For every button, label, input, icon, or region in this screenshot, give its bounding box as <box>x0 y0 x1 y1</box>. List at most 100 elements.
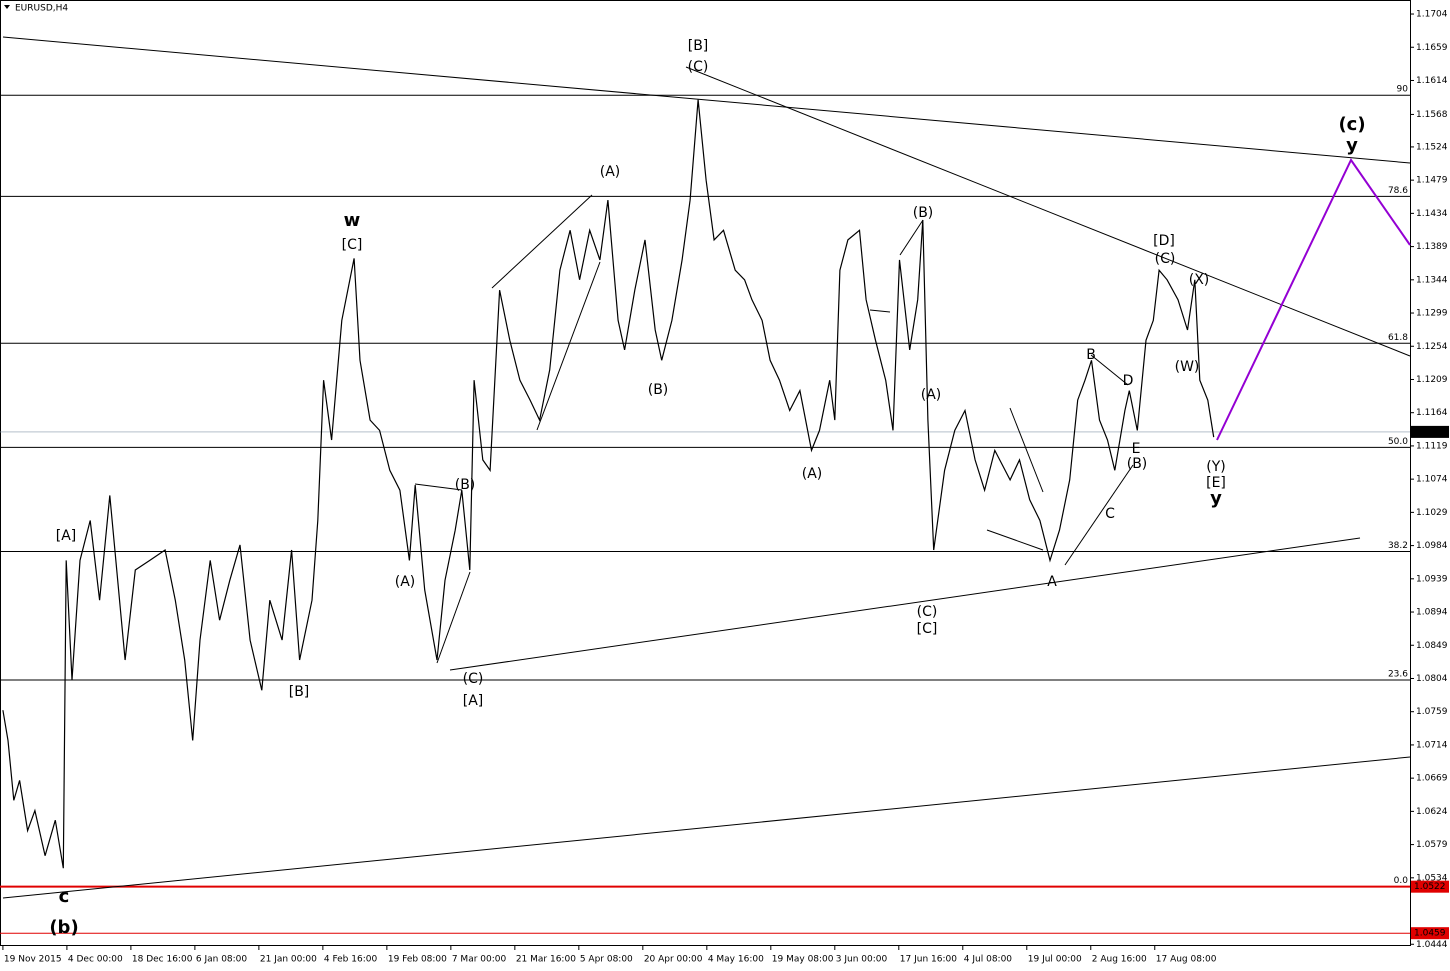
trendline <box>414 483 463 491</box>
fib-label: 78.6 <box>1388 186 1408 196</box>
trendline <box>1090 354 1129 386</box>
plot-area <box>0 0 1411 946</box>
y-tick-label: 1.1164 <box>1416 408 1448 418</box>
trendline <box>1064 464 1134 566</box>
x-tick-label: 19 Nov 2015 <box>4 955 62 965</box>
price-box <box>1411 880 1449 893</box>
y-tick-label: 1.1434 <box>1416 209 1448 219</box>
wave-label: c <box>59 886 70 907</box>
x-tick-label: 17 Aug 08:00 <box>1156 955 1217 965</box>
wave-label: (Y) <box>1206 459 1225 475</box>
price-line-series <box>2 99 1215 869</box>
wave-label: y <box>1210 488 1222 509</box>
trendline <box>491 194 593 289</box>
y-tick-label: 1.1299 <box>1416 309 1448 319</box>
fib-label: 38.2 <box>1388 541 1408 551</box>
x-tick-label: 2 Aug 16:00 <box>1092 955 1147 965</box>
y-tick-label: 1.1074 <box>1416 475 1448 485</box>
x-tick-label: 3 Jun 00:00 <box>836 955 888 965</box>
price-box-label: 1.1138 <box>1414 427 1446 437</box>
wave-label: (A) <box>395 574 416 590</box>
price-box-label: 1.0522 <box>1414 882 1446 892</box>
x-tick-label: 19 May 08:00 <box>772 955 834 965</box>
wave-label: [D] <box>1153 233 1175 249</box>
wave-label: [A] <box>463 693 484 709</box>
y-tick-label: 1.1389 <box>1416 242 1448 252</box>
y-tick-label: 1.0534 <box>1416 873 1448 883</box>
x-tick-label: 7 Mar 00:00 <box>452 955 507 965</box>
y-tick-label: 1.1524 <box>1416 142 1448 152</box>
x-tick-label: 21 Jan 00:00 <box>260 955 317 965</box>
y-tick-label: 1.0759 <box>1416 707 1448 717</box>
wave-label: (C) <box>1155 251 1176 267</box>
trendline <box>436 571 471 664</box>
price-box <box>1411 425 1449 438</box>
fib-label: 0.0 <box>1394 876 1409 886</box>
y-tick-label: 1.1344 <box>1416 275 1448 285</box>
wave-label: D <box>1123 373 1134 389</box>
fib-label: 50.0 <box>1388 437 1408 447</box>
y-tick-label: 1.1119 <box>1416 441 1448 451</box>
wave-label: [B] <box>289 684 310 700</box>
fib-label: 61.8 <box>1388 333 1408 343</box>
projection <box>1216 158 1411 441</box>
wave-labels: [A] [B] [C] w (A) (B) (C) [A] (A) (B) [B… <box>49 38 1365 938</box>
y-tick-label: 1.0444 <box>1416 940 1448 950</box>
wave-label: A <box>1047 574 1057 590</box>
wave-label: [C] <box>342 237 363 253</box>
x-tick-label: 4 May 16:00 <box>708 955 764 965</box>
trendline <box>536 261 601 431</box>
x-tick-label: 20 Apr 00:00 <box>644 955 703 965</box>
trendlines <box>2 36 1411 899</box>
wave-label: [E] <box>1206 475 1226 491</box>
wave-label: (W) <box>1175 359 1200 375</box>
y-tick-label: 1.1479 <box>1416 176 1448 186</box>
y-tick-label: 1.0624 <box>1416 807 1448 817</box>
y-tick-label: 1.1704 <box>1416 10 1448 20</box>
y-tick-label: 1.1254 <box>1416 342 1448 352</box>
y-tick-label: 1.0984 <box>1416 541 1448 551</box>
trendline <box>685 66 1411 357</box>
x-tick-label: 4 Feb 16:00 <box>324 955 378 965</box>
x-tick-label: 17 Jun 16:00 <box>900 955 957 965</box>
wave-label: (B) <box>455 477 476 493</box>
x-tick-label: 6 Jan 08:00 <box>196 955 248 965</box>
trendline <box>1009 407 1044 493</box>
wave-label: (C) <box>463 671 484 687</box>
wave-label: (C) <box>688 59 709 75</box>
price-box-label: 1.0459 <box>1414 929 1446 939</box>
wave-label: E <box>1132 441 1141 457</box>
wave-label: w <box>344 210 361 231</box>
x-tick-label: 19 Jul 00:00 <box>1028 955 1082 965</box>
y-tick-label: 1.1568 <box>1416 110 1448 120</box>
wave-label: (X) <box>1189 272 1210 288</box>
x-tick-label: 18 Dec 16:00 <box>132 955 193 965</box>
trendline <box>2 756 1411 899</box>
wave-label: (c) <box>1338 114 1365 135</box>
y-tick-label: 1.1614 <box>1416 76 1448 86</box>
wave-label: (B) <box>913 205 934 221</box>
y-tick-label: 1.1659 <box>1416 43 1448 53</box>
price-box <box>1411 927 1449 940</box>
wave-label: [C] <box>917 621 938 637</box>
x-tick-label: 21 Mar 16:00 <box>516 955 576 965</box>
x-tick-label: 19 Feb 08:00 <box>388 955 447 965</box>
fib-label: 90 <box>1397 85 1409 95</box>
y-tick-label: 1.0579 <box>1416 840 1448 850</box>
wave-label: (A) <box>921 387 942 403</box>
trendline <box>899 219 924 256</box>
y-tick-label: 1.0849 <box>1416 641 1448 651</box>
y-tick-label: 1.0939 <box>1416 574 1448 584</box>
x-tick-label: 4 Dec 00:00 <box>68 955 123 965</box>
wave-label: (A) <box>802 466 823 482</box>
fib-label: 23.6 <box>1388 669 1408 679</box>
y-tick-label: 1.0804 <box>1416 674 1448 684</box>
y-tick-label: 1.1209 <box>1416 375 1448 385</box>
chart-title: EURUSD,H4 <box>15 4 68 14</box>
wave-label: (B) <box>648 382 669 398</box>
wave-label: (C) <box>917 604 938 620</box>
wave-label: (A) <box>600 164 621 180</box>
menu-arrow[interactable] <box>4 5 10 9</box>
trendline <box>2 36 1411 164</box>
